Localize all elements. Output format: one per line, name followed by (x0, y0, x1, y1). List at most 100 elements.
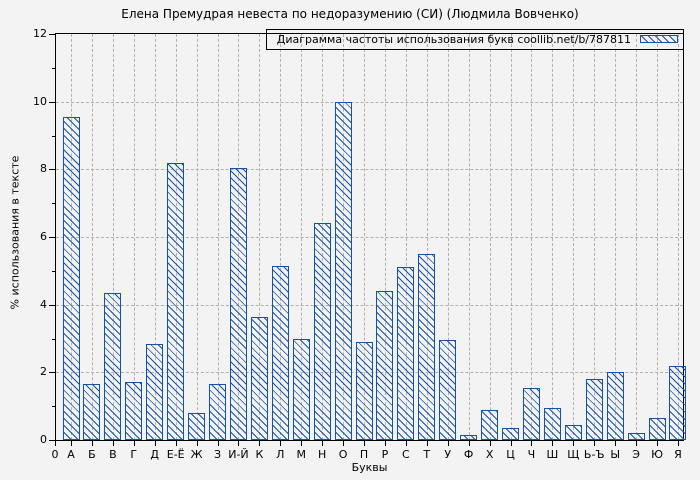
x-tick (154, 440, 156, 446)
x-category-label-О: О (338, 448, 348, 461)
legend-box: Диаграмма частоты использования букв coo… (266, 29, 684, 50)
x-tick (573, 440, 575, 446)
bar-Д (146, 343, 164, 440)
x-tick (468, 440, 470, 446)
x-tick (552, 440, 554, 446)
bar-М (292, 338, 310, 440)
y-tick-label: 12 (33, 27, 47, 40)
x-category-label-З: З (213, 448, 222, 461)
bar-К (250, 316, 268, 440)
x-tick (657, 440, 659, 446)
v-gridline (133, 34, 135, 440)
v-gridline (677, 34, 679, 440)
x-category-label-Л: Л (276, 448, 285, 461)
bar-Ж (188, 412, 206, 440)
bar-Л (271, 265, 289, 440)
v-gridline (91, 34, 93, 440)
x-category-label-Ю: Ю (651, 448, 663, 461)
x-category-label-Ф: Ф (463, 448, 474, 461)
bar-С (397, 267, 415, 440)
x-category-label-Т: Т (423, 448, 431, 461)
x-category-label-И-Й: И-Й (228, 448, 249, 461)
v-gridline (364, 34, 366, 440)
h-gridline (56, 101, 683, 103)
v-gridline (217, 34, 219, 440)
bar-Я (669, 365, 687, 440)
v-gridline (384, 34, 386, 440)
x-axis-title: Буквы (351, 461, 388, 474)
x-category-label-Н: Н (318, 448, 327, 461)
x-category-label-Р: Р (381, 448, 389, 461)
x-category-label-Ч: Ч (527, 448, 536, 461)
v-gridline (196, 34, 198, 440)
y-tick (52, 203, 55, 205)
bar-Ч (522, 387, 540, 440)
y-tick (49, 372, 55, 374)
v-gridline (615, 34, 617, 440)
v-gridline (573, 34, 575, 440)
x-tick (71, 440, 72, 446)
bar-У (439, 340, 457, 440)
bar-Г (125, 382, 143, 440)
x-category-label-М: М (296, 448, 306, 461)
v-gridline (552, 34, 554, 440)
x-tick (405, 440, 407, 446)
x-category-label-К: К (255, 448, 264, 461)
x-category-label-Ш: Ш (546, 448, 559, 461)
y-tick-label: 4 (40, 297, 47, 311)
y-tick (49, 34, 55, 35)
x-category-label-Я: Я (674, 448, 682, 461)
x-category-label-П: П (359, 448, 369, 461)
y-tick (52, 135, 55, 137)
bar-П (355, 341, 373, 440)
x-tick (510, 440, 512, 446)
x-category-label-Ь-Ъ: Ь-Ъ (583, 448, 605, 461)
x-tick (133, 440, 135, 446)
h-gridline (56, 169, 683, 171)
bar-Х (481, 409, 499, 440)
x-category-label-Ж: Ж (190, 448, 203, 461)
y-tick (49, 304, 55, 306)
bar-В (104, 292, 122, 440)
bar-Ю (648, 418, 666, 440)
chart-title: Елена Премудрая невеста по недоразумению… (121, 7, 579, 21)
v-gridline (154, 34, 156, 440)
y-tick-label: 2 (40, 365, 47, 379)
x-tick (259, 440, 261, 446)
v-gridline (657, 34, 659, 440)
bar-Э (627, 433, 645, 440)
x-tick (636, 440, 638, 446)
bar-Щ (564, 424, 582, 440)
bar-Н (313, 223, 331, 440)
x-tick-origin (55, 440, 56, 446)
plot-area: Диаграмма частоты использования букв coo… (55, 29, 687, 441)
x-category-label-С: С (402, 448, 410, 461)
bar-Е-Ё (167, 162, 185, 440)
x-category-label-Б: Б (88, 448, 96, 461)
bar-З (209, 384, 226, 440)
v-gridline (489, 34, 491, 440)
x-tick (426, 440, 428, 446)
x-category-label-Ы: Ы (610, 448, 621, 461)
v-gridline (426, 34, 428, 440)
x-category-label-Э: Э (632, 448, 640, 461)
x-tick (175, 440, 177, 446)
bar-Р (376, 291, 394, 440)
bar-Ц (502, 428, 520, 440)
v-gridline (405, 34, 407, 440)
x-tick (322, 440, 324, 446)
bar-О (334, 101, 352, 440)
legend-hatch-swatch-icon (640, 35, 678, 43)
bar-Т (418, 253, 436, 440)
x-category-label-Х: Х (485, 448, 494, 461)
y-tick-label: 6 (40, 230, 47, 243)
x-category-label-Е-Ё: Е-Ё (166, 448, 185, 461)
x-tick (677, 440, 679, 446)
x-category-label-А: А (67, 448, 75, 461)
bar-Ь-Ъ (585, 379, 603, 440)
x-tick (301, 440, 303, 446)
bar-Б (83, 384, 101, 440)
x-tick (615, 440, 617, 446)
bar-И-Й (229, 167, 247, 440)
v-gridline (301, 34, 303, 440)
